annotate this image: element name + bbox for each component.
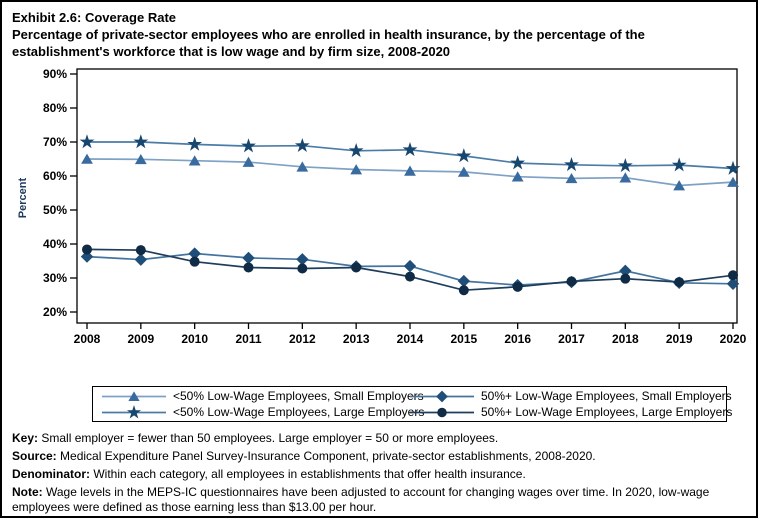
note-label: Denominator:: [12, 467, 90, 481]
circle-marker-2009: [135, 245, 146, 256]
circle-marker-2010: [189, 256, 200, 267]
star-marker-2015: [456, 148, 472, 163]
diamond-legend-icon: [410, 390, 474, 402]
circle-legend-icon: [410, 407, 474, 417]
legend-item-large_lt50: <50% Low-Wage Employees, Large Employers: [93, 404, 424, 420]
title-block: Exhibit 2.6: Coverage Rate Percentage of…: [12, 9, 712, 60]
triangle-marker-2018: [619, 172, 632, 183]
legend-label: 50%+ Low-Wage Employees, Large Employers: [481, 405, 733, 419]
diamond-marker-2015: [457, 274, 471, 288]
circle-marker-2011: [243, 262, 254, 273]
triangle-marker-2020: [727, 176, 739, 187]
diamond-marker-2020: [726, 277, 740, 290]
triangle-marker-2015: [457, 166, 470, 177]
triangle-marker-2013: [350, 164, 363, 175]
y-axis-tick-label: 70%: [43, 135, 67, 149]
x-axis-tick-label: 2011: [235, 332, 261, 346]
y-axis-tick-label: 50%: [43, 203, 67, 217]
note-label: Key:: [12, 431, 39, 445]
circle-marker-2012: [297, 263, 308, 274]
x-axis-tick-label: 2016: [504, 332, 531, 346]
legend-label: 50%+ Low-Wage Employees, Small Employers: [481, 389, 732, 403]
diamond-marker-2014: [403, 259, 417, 273]
legend-item-small_50plus: 50%+ Low-Wage Employees, Small Employers: [401, 389, 732, 404]
chart-subtitle-line1: Percentage of private-sector employees w…: [12, 27, 645, 42]
triangle-marker-2012: [296, 161, 309, 172]
x-axis-tick-label: 2020: [720, 332, 747, 346]
x-axis-tick-label: 2008: [74, 332, 101, 346]
star-marker-2008: [79, 134, 95, 149]
x-axis-tick-label: 2018: [612, 332, 639, 346]
circle-marker-2020: [728, 270, 738, 281]
x-axis-tick-label: 2013: [343, 332, 370, 346]
circle-marker-2013: [351, 262, 362, 273]
legend-label: <50% Low-Wage Employees, Large Employers: [173, 405, 425, 419]
x-axis-tick-label: 2014: [397, 332, 424, 346]
y-axis-tick-label: 60%: [43, 169, 67, 183]
triangle-marker-2017: [565, 172, 578, 184]
note-label: Note:: [12, 485, 43, 499]
x-axis-tick-label: 2019: [666, 332, 693, 346]
star-marker-2020: [725, 160, 741, 175]
note-line: Denominator: Within each category, all e…: [12, 467, 526, 481]
triangle-marker-2019: [673, 180, 686, 191]
legend-item-large_50plus: 50%+ Low-Wage Employees, Large Employers: [401, 405, 732, 420]
triangle-marker-2016: [511, 171, 524, 182]
legend-item-small_lt50: <50% Low-Wage Employees, Small Employers: [93, 389, 424, 404]
diamond-marker-2008: [80, 250, 94, 263]
star-marker-2019: [671, 157, 687, 172]
coverage-line-chart: 20% 30% 40% 50% 60% 70% 80% 90% Percent 2008 2009 2…: [17, 67, 747, 346]
note-line: Source: Medical Expenditure Panel Survey…: [12, 449, 596, 463]
star-marker-2013: [348, 143, 364, 158]
y-axis-tick-label: 90%: [43, 67, 67, 81]
footnotes: Key: Small employer = fewer than 50 empl…: [12, 431, 752, 516]
triangle-marker-2010: [188, 155, 201, 166]
triangle-legend-icon: [102, 390, 166, 401]
circle-marker-2016: [512, 281, 523, 292]
circle-marker-2017: [566, 276, 577, 287]
star-marker-2014: [402, 142, 418, 157]
triangle-marker-2008: [81, 153, 93, 164]
y-axis-tick-label: 80%: [43, 101, 67, 115]
x-axis-tick-label: 2015: [450, 332, 477, 346]
circle-marker-2018: [620, 273, 631, 284]
triangle-marker-2014: [404, 165, 416, 176]
note-label: Source:: [12, 449, 57, 463]
triangle-marker-2011: [242, 156, 255, 167]
diamond-marker-2018: [619, 264, 632, 278]
star-marker-2016: [510, 155, 526, 170]
diamond-marker-2009: [134, 253, 148, 266]
x-axis-tick-label: 2010: [181, 332, 208, 346]
star-marker-2017: [564, 156, 579, 172]
star-legend-icon: [102, 404, 166, 418]
legend-label: <50% Low-Wage Employees, Small Employers: [173, 389, 424, 403]
diamond-marker-2012: [296, 253, 309, 266]
x-axis-tick-label: 2009: [127, 332, 154, 346]
star-marker-2012: [294, 137, 310, 153]
circle-marker-2015: [458, 285, 469, 296]
circle-marker-2019: [674, 277, 685, 288]
diamond-marker-2011: [242, 251, 255, 265]
circle-marker-2014: [405, 271, 415, 282]
page-title: Exhibit 2.6: Coverage Rate: [12, 10, 176, 25]
plot-area-border: [76, 68, 738, 324]
y-axis-tick-label: 40%: [43, 237, 67, 251]
y-axis-tick-label: 20%: [43, 305, 67, 319]
y-axis-title: Percent: [17, 177, 29, 218]
y-axis-tick-label: 30%: [43, 271, 67, 285]
star-marker-2009: [133, 134, 149, 149]
circle-marker-2008: [82, 244, 92, 255]
star-marker-2018: [617, 158, 633, 173]
note-line: Key: Small employer = fewer than 50 empl…: [12, 431, 499, 445]
triangle-marker-2009: [134, 153, 147, 165]
x-axis-tick-label: 2012: [289, 332, 316, 346]
star-marker-2010: [187, 136, 203, 151]
note-line: Note: Wage levels in the MEPS-IC questio…: [12, 485, 710, 514]
x-axis-tick-label: 2017: [558, 332, 585, 346]
star-marker-2011: [241, 138, 256, 153]
chart-legend: <50% Low-Wage Employees, Small Employers…: [92, 386, 732, 422]
chart-subtitle-line2: establishment's workforce that is low wa…: [12, 44, 451, 59]
diamond-marker-2010: [188, 247, 201, 260]
